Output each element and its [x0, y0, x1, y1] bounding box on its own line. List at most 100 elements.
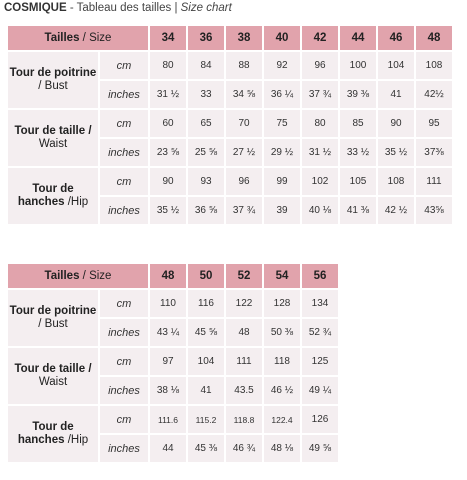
table-cell: 49 ⅝ [302, 435, 338, 462]
table-row: inches 35 ½ 36 ⅝ 37 ¾ 39 40 ⅛ 41 ⅜ 42 ½ … [8, 197, 452, 224]
table-cell: 90 [150, 168, 186, 195]
table-cell: 37 ¾ [302, 81, 338, 108]
size-header-cell: 56 [302, 264, 338, 288]
table-cell: 45 ⅝ [188, 319, 224, 346]
table-cell: 49 ¼ [302, 377, 338, 404]
size-header-cell: 42 [302, 26, 338, 50]
table-row: inches 44 45 ⅜ 46 ¾ 48 ⅛ 49 ⅝ [8, 435, 338, 462]
unit-label-inches: inches [100, 435, 148, 462]
table-cell: 36 ⅝ [188, 197, 224, 224]
title-subtitle: - Tableau des tailles | [66, 2, 181, 14]
size-header-cell: 38 [226, 26, 262, 50]
unit-label-inches: inches [100, 377, 148, 404]
table-cell: 108 [416, 52, 452, 79]
table-cell: 97 [150, 348, 186, 375]
table-cell: 100 [340, 52, 376, 79]
table-cell: 42 ½ [378, 197, 414, 224]
table-cell: 43 ¼ [150, 319, 186, 346]
table-cell: 50 ⅜ [264, 319, 300, 346]
unit-label-inches: inches [100, 319, 148, 346]
table-cell: 85 [340, 110, 376, 137]
table-cell: 90 [378, 110, 414, 137]
table-cell: 27 ½ [226, 139, 262, 166]
table-cell: 111 [416, 168, 452, 195]
size-header-cell: 52 [226, 264, 262, 288]
table-cell: 35 ½ [150, 197, 186, 224]
table-cell: 96 [302, 52, 338, 79]
size-header-label: Tailles / Size [8, 26, 148, 50]
table-cell: 111 [226, 348, 262, 375]
table-cell: 108 [378, 168, 414, 195]
size-header-cell: 44 [340, 26, 376, 50]
table-cell: 33 [188, 81, 224, 108]
title-subtitle-en: Size chart [180, 2, 232, 14]
table-cell: 37⅜ [416, 139, 452, 166]
size-table-2: Tailles / Size 48 50 52 54 56 Tour de po… [6, 262, 340, 464]
table-cell: 116 [188, 290, 224, 317]
table-cell: 93 [188, 168, 224, 195]
size-header-cell: 48 [416, 26, 452, 50]
unit-label-cm: cm [100, 406, 148, 433]
table-cell: 46 ½ [264, 377, 300, 404]
unit-label-cm: cm [100, 290, 148, 317]
table-cell: 39 ⅜ [340, 81, 376, 108]
table-cell: 88 [226, 52, 262, 79]
table-row: inches 23 ⅝ 25 ⅝ 27 ½ 29 ½ 31 ½ 33 ½ 35 … [8, 139, 452, 166]
table-cell: 111.6 [150, 406, 186, 433]
table-cell: 43.5 [226, 377, 262, 404]
table-row: Tour de taille / Waist cm 97 104 111 118 … [8, 348, 338, 404]
size-header-row: Tailles / Size 48 50 52 54 56 [8, 264, 338, 288]
table-cell: 31 ½ [302, 139, 338, 166]
measure-label-hip: Tour de hanches /Hip [8, 406, 98, 462]
size-header-cell: 54 [264, 264, 300, 288]
size-header-cell: 50 [188, 264, 224, 288]
table-cell: 122 [226, 290, 262, 317]
table-row: inches 38 ⅛ 41 43.5 46 ½ 49 ¼ [8, 377, 338, 404]
table-row: Tour de hanches /Hip cm 90 93 96 99 102 1… [8, 168, 452, 224]
table-cell: 80 [150, 52, 186, 79]
size-table-1: Tailles / Size 34 36 38 40 42 44 46 48 T… [6, 24, 454, 226]
table-cell: 45 ⅜ [188, 435, 224, 462]
table-cell: 115.2 [188, 406, 224, 433]
table-row: Tour de poitrine / Bust cm 110 116 122 12… [8, 290, 338, 346]
measure-label-bust: Tour de poitrine / Bust [8, 290, 98, 346]
measure-label-waist: Tour de taille / Waist [8, 348, 98, 404]
table-cell: 41 [378, 81, 414, 108]
table-cell: 46 ¾ [226, 435, 262, 462]
table-cell: 42½ [416, 81, 452, 108]
table-cell: 35 ½ [378, 139, 414, 166]
table-cell: 104 [188, 348, 224, 375]
table-cell: 44 [150, 435, 186, 462]
table-row: inches 43 ¼ 45 ⅝ 48 50 ⅜ 52 ¾ [8, 319, 338, 346]
table-cell: 99 [264, 168, 300, 195]
size-header-row: Tailles / Size 34 36 38 40 42 44 46 48 [8, 26, 452, 50]
table-cell: 75 [264, 110, 300, 137]
table-cell: 122.4 [264, 406, 300, 433]
table-cell: 84 [188, 52, 224, 79]
table-cell: 41 ⅜ [340, 197, 376, 224]
table-cell: 95 [416, 110, 452, 137]
table-cell: 134 [302, 290, 338, 317]
size-header-label: Tailles / Size [8, 264, 148, 288]
table-cell: 92 [264, 52, 300, 79]
table-row: inches 31 ½ 33 34 ⅝ 36 ¼ 37 ¾ 39 ⅜ 41 42… [8, 81, 452, 108]
table-cell: 33 ½ [340, 139, 376, 166]
table-cell: 23 ⅝ [150, 139, 186, 166]
table-cell: 118.8 [226, 406, 262, 433]
page-title: COSMIQUE - Tableau des tailles | Size ch… [4, 2, 232, 14]
measure-label-waist: Tour de taille / Waist [8, 110, 98, 166]
unit-label-inches: inches [100, 139, 148, 166]
measure-label-bust: Tour de poitrine / Bust [8, 52, 98, 108]
size-header-cell: 34 [150, 26, 186, 50]
table-cell: 126 [302, 406, 338, 433]
size-header-cell: 40 [264, 26, 300, 50]
unit-label-cm: cm [100, 168, 148, 195]
table-cell: 40 ⅛ [302, 197, 338, 224]
unit-label-cm: cm [100, 110, 148, 137]
table-cell: 96 [226, 168, 262, 195]
table-cell: 37 ¾ [226, 197, 262, 224]
size-header-cell: 46 [378, 26, 414, 50]
table-cell: 65 [188, 110, 224, 137]
table-cell: 80 [302, 110, 338, 137]
table-cell: 60 [150, 110, 186, 137]
